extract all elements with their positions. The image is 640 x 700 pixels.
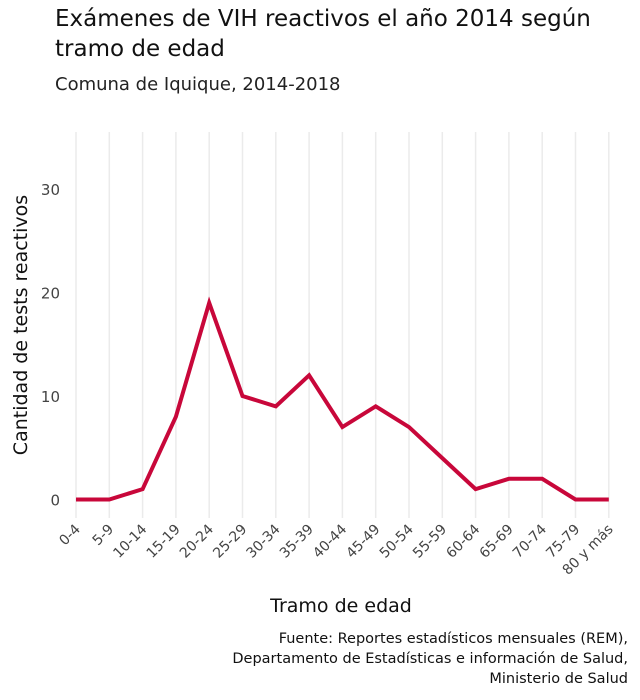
x-tick-labels: 0-4 5-910-1415-1920-2425-2930-3435-3940-4… (56, 521, 616, 578)
x-tick-label: 10-14 (110, 521, 150, 561)
x-tick-label: 50-54 (377, 521, 417, 561)
source-caption: Fuente: Reportes estadísticos mensuales … (108, 629, 628, 689)
x-tick-label: 40-44 (310, 521, 350, 561)
x-tick-label: 20-24 (177, 521, 217, 561)
x-axis-label: Tramo de edad (269, 595, 412, 617)
y-axis-label: Cantidad de tests reactivos (10, 195, 32, 455)
y-tick-label: 0 (50, 492, 60, 510)
x-tick-label: 5-9 (90, 522, 117, 549)
x-tick-label: 30-34 (244, 521, 284, 561)
x-tick-label: 70-74 (510, 521, 550, 561)
series (75, 296, 609, 502)
caption-line: Departamento de Estadísticas e informaci… (232, 651, 628, 667)
x-tick-label: 15-19 (144, 522, 184, 562)
y-tick-label: 30 (41, 181, 60, 199)
grid (75, 132, 610, 518)
caption-line: Ministerio de Salud (489, 671, 628, 687)
x-tick-label: 25-29 (210, 522, 250, 562)
chart-subtitle: Comuna de Iquique, 2014-2018 (55, 74, 341, 95)
y-tick-label: 10 (41, 388, 60, 406)
chart-title: Exámenes de VIH reactivos el año 2014 se… (55, 6, 591, 62)
x-tick-label: 55-59 (410, 522, 450, 562)
x-tick-label: 35-39 (277, 522, 317, 562)
x-tick-label: 45-49 (343, 522, 383, 562)
x-tick-label: 65-69 (477, 522, 517, 562)
y-tick-labels: 0 10 20 30 (41, 181, 60, 510)
caption-line: Fuente: Reportes estadísticos mensuales … (278, 631, 628, 647)
y-tick-label: 20 (41, 285, 60, 303)
x-tick-label: 0-4 (56, 521, 84, 549)
x-tick-label: 60-64 (443, 521, 483, 561)
